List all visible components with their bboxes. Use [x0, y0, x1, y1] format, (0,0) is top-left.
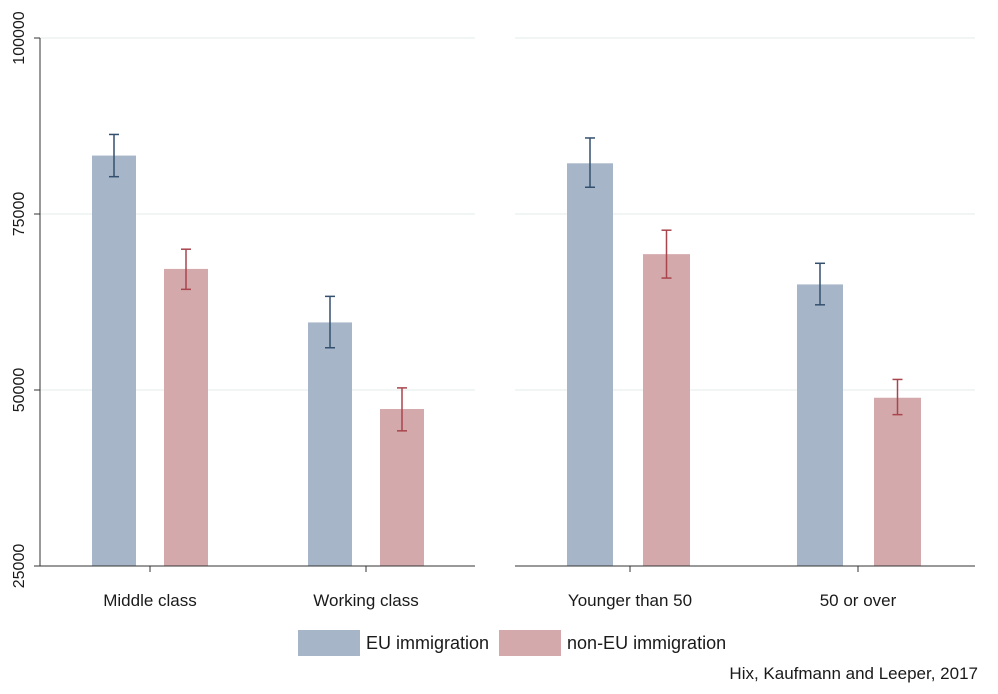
y-tick-label: 75000: [11, 192, 28, 237]
x-tick-label: Working class: [313, 591, 419, 610]
bar: [643, 254, 690, 567]
bars: [92, 155, 921, 567]
legend-item-eu: EU immigration: [298, 630, 489, 656]
legend-swatch-non-eu: [499, 630, 562, 656]
legend-swatch-eu: [298, 630, 360, 656]
x-tick-label: Middle class: [103, 591, 197, 610]
source-note: Hix, Kaufmann and Leeper, 2017: [729, 664, 978, 683]
bar: [164, 268, 208, 566]
bar: [92, 155, 136, 566]
y-tick-label: 25000: [11, 544, 28, 589]
legend-item-non-eu: non-EU immigration: [499, 630, 726, 656]
bar-chart: 25000 50000 75000 100000 Middle class Working…: [11, 11, 975, 610]
error-bars: [109, 133, 903, 432]
y-tick-label: 50000: [11, 368, 28, 413]
axes: 25000 50000 75000 100000 Middle class Working…: [11, 11, 975, 610]
bar: [797, 284, 843, 566]
y-tick-label: 100000: [11, 11, 28, 64]
legend-label-non-eu: non-EU immigration: [567, 632, 727, 653]
bar: [308, 322, 352, 566]
bar: [874, 397, 921, 566]
bar: [567, 163, 613, 566]
bar: [380, 409, 424, 566]
x-tick-label: 50 or over: [820, 591, 897, 610]
legend: EU immigration non-EU immigration: [298, 630, 736, 656]
legend-label-eu: EU immigration: [366, 632, 490, 653]
x-tick-label: Younger than 50: [568, 591, 692, 610]
